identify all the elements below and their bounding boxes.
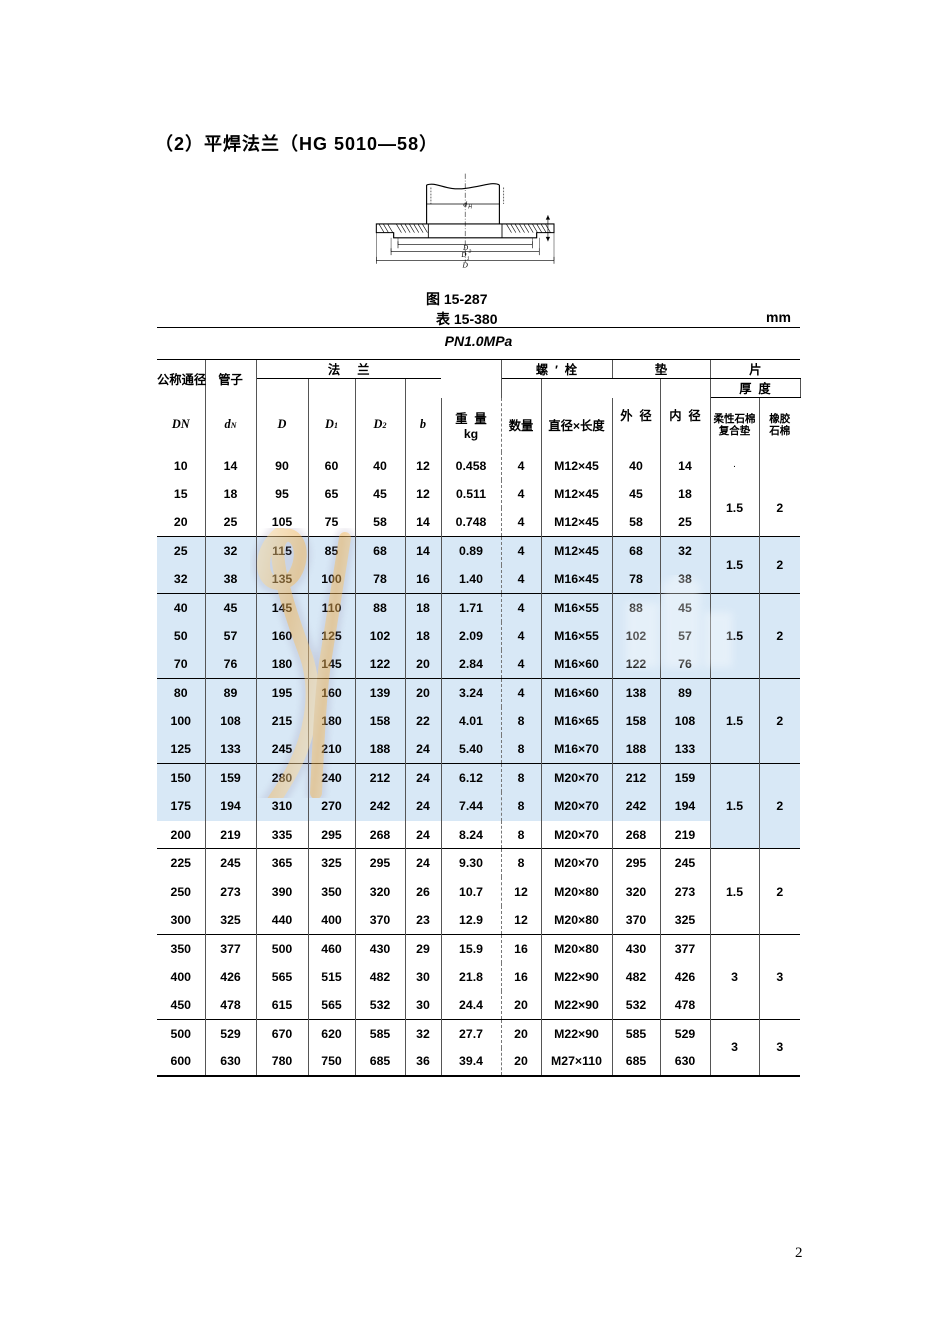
svg-text:D: D xyxy=(460,252,466,259)
svg-text:D: D xyxy=(462,245,468,252)
svg-text:2: 2 xyxy=(468,249,472,255)
svg-text:D: D xyxy=(462,260,469,269)
svg-text:d: d xyxy=(463,200,467,209)
svg-text:H: H xyxy=(468,204,472,210)
